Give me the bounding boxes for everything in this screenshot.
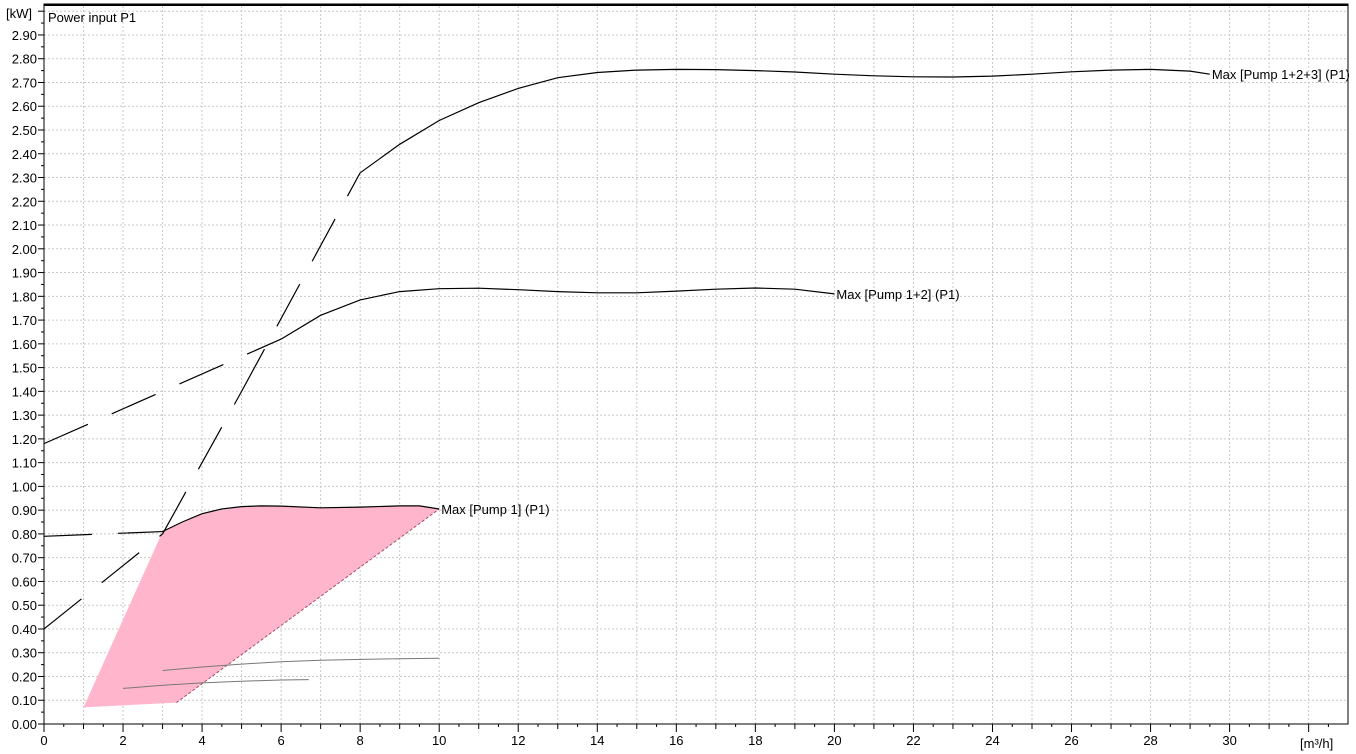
y-tick-label: 0.30 (12, 646, 37, 661)
chart-title: Power input P1 (48, 10, 136, 25)
series-line-3 (122, 679, 309, 689)
x-tick-label: 24 (985, 733, 999, 748)
y-tick-label: 2.80 (12, 52, 37, 67)
operating-area (83, 505, 440, 708)
y-tick-label: 0.50 (12, 598, 37, 613)
y-tick-label: 0.10 (12, 693, 37, 708)
series-lines (43, 68, 1210, 689)
y-tick-label: 0.60 (12, 574, 37, 589)
operating-area-edge (176, 508, 440, 704)
x-tick-label: 14 (590, 733, 604, 748)
operating-area-fill (83, 505, 440, 708)
y-tick-label: 2.70 (12, 75, 37, 90)
y-tick-label: 1.00 (12, 479, 37, 494)
y-tick-label: 2.30 (12, 171, 37, 186)
y-axis-unit: [kW] (6, 6, 32, 21)
x-tick-label: 30 (1222, 733, 1236, 748)
y-tick-label: 2.60 (12, 99, 37, 114)
y-tick-label: 1.70 (12, 313, 37, 328)
series-line-4 (162, 657, 440, 671)
x-tick-label: 0 (40, 733, 47, 748)
x-tick-label: 12 (511, 733, 525, 748)
series-extrapolation-1 (43, 338, 282, 445)
y-tick-label: 2.90 (12, 28, 37, 43)
y-tick-label: 1.30 (12, 408, 37, 423)
y-tick-label: 2.00 (12, 242, 37, 257)
y-tick-label: 0.40 (12, 622, 37, 637)
series-line-1 (280, 287, 835, 340)
series-label: Max [Pump 1+2+3] (P1) (1212, 67, 1350, 82)
y-tick-label: 0.20 (12, 669, 37, 684)
series-extrapolation-2 (162, 391, 243, 535)
x-axis-unit: [m³/h] (1300, 736, 1333, 751)
series-line-0 (162, 505, 440, 533)
y-tick-label: 0.90 (12, 503, 37, 518)
x-tick-label: 2 (119, 733, 126, 748)
y-tick-label: 2.10 (12, 218, 37, 233)
x-tick-label: 22 (906, 733, 920, 748)
x-tick-label: 26 (1064, 733, 1078, 748)
y-tick-label: 0.70 (12, 551, 37, 566)
x-tick-label: 4 (198, 733, 205, 748)
ticks (38, 10, 1329, 732)
x-tick-label: 8 (357, 733, 364, 748)
x-tick-label: 18 (748, 733, 762, 748)
series-label: Max [Pump 1] (P1) (441, 502, 549, 517)
series-extrapolation-2 (241, 172, 361, 392)
x-tick-label: 10 (432, 733, 446, 748)
series-extrapolation-0 (43, 530, 163, 537)
x-tick-label: 28 (1143, 733, 1157, 748)
series-line-2 (359, 68, 1210, 174)
y-tick-label: 1.20 (12, 432, 37, 447)
y-tick-label: 1.40 (12, 384, 37, 399)
y-tick-label: 2.40 (12, 147, 37, 162)
y-tick-label: 2.50 (12, 123, 37, 138)
y-tick-label: 1.50 (12, 361, 37, 376)
series-label: Max [Pump 1+2] (P1) (836, 287, 959, 302)
y-tick-label: 0.00 (12, 717, 37, 732)
y-tick-label: 1.10 (12, 456, 37, 471)
x-tick-label: 20 (827, 733, 841, 748)
x-tick-label: 6 (278, 733, 285, 748)
y-tick-label: 0.80 (12, 527, 37, 542)
y-tick-label: 1.80 (12, 289, 37, 304)
y-tick-label: 1.90 (12, 266, 37, 281)
x-tick-label: 16 (669, 733, 683, 748)
y-tick-label: 1.60 (12, 337, 37, 352)
series-extrapolation-2 (43, 533, 163, 630)
y-tick-label: 2.20 (12, 194, 37, 209)
labels: Max [Pump 1] (P1) Max [Pump 1+2] (P1) Max … (12, 28, 1350, 748)
